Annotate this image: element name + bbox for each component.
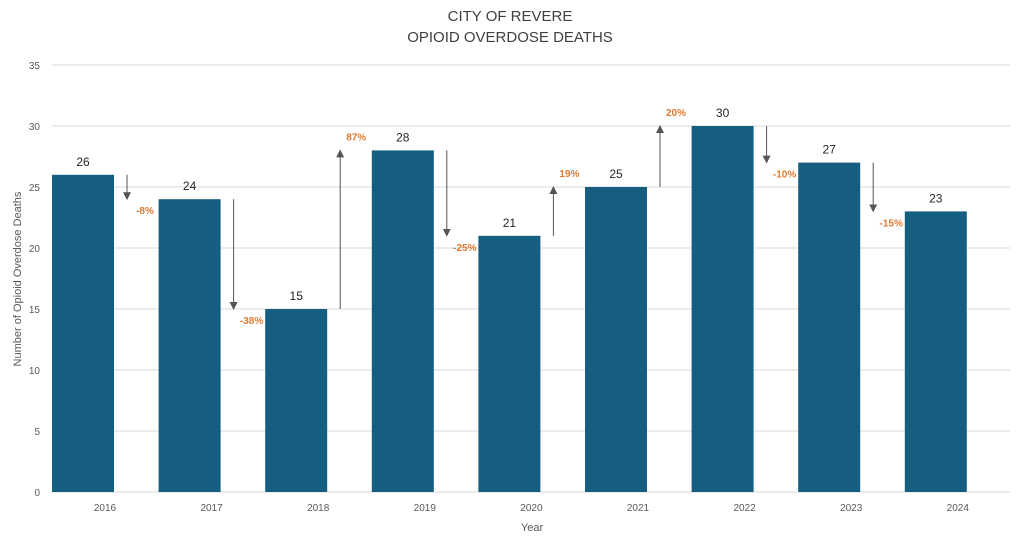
change-label: -8% [136, 206, 154, 217]
change-label: 19% [559, 169, 579, 180]
x-tick-label-2016: 2016 [94, 503, 117, 514]
x-tick-label-2023: 2023 [840, 503, 863, 514]
data-labels: 26 24 15 28 21 25 30 27 23 [76, 106, 942, 303]
y-axis-ticks: 0 5 10 15 20 25 30 35 [29, 61, 41, 499]
x-axis-ticks: 2016 2017 2018 2019 2020 2021 2022 2023 2024 [94, 503, 969, 514]
x-tick-label-2024: 2024 [947, 503, 970, 514]
bar-2021 [585, 187, 647, 492]
change-label: -38% [240, 316, 263, 327]
change-label: -10% [773, 170, 796, 181]
bar-2016 [52, 174, 114, 493]
x-axis-label: Year [521, 522, 544, 534]
data-label-2022: 30 [716, 106, 730, 120]
x-tick-label-2022: 2022 [733, 503, 756, 514]
change-arrows [123, 125, 878, 310]
data-label-2020: 21 [503, 216, 517, 230]
y-tick-label: 25 [29, 183, 41, 194]
chart-title-line1: CITY OF REVERE [448, 8, 573, 25]
change-labels: -8% -38% 87% -25% 19% 20% -10% -15% [136, 108, 903, 327]
data-label-2018: 15 [290, 289, 304, 303]
y-tick-label: 15 [29, 305, 41, 316]
chart-title-line2: OPIOID OVERDOSE DEATHS [407, 29, 613, 46]
x-tick-label-2019: 2019 [414, 503, 437, 514]
x-tick-label-2017: 2017 [200, 503, 223, 514]
bar-2018 [265, 309, 328, 492]
data-label-2023: 27 [823, 143, 837, 157]
bar-2022 [691, 126, 754, 492]
data-label-2024: 23 [929, 191, 943, 205]
y-tick-label: 30 [29, 122, 41, 133]
y-tick-label: 0 [34, 488, 40, 499]
x-tick-label-2021: 2021 [627, 503, 650, 514]
bar-2017 [158, 199, 221, 492]
x-tick-label-2018: 2018 [307, 503, 330, 514]
y-tick-label: 20 [29, 244, 41, 255]
change-label: -25% [453, 243, 476, 254]
y-tick-label: 10 [29, 366, 41, 377]
data-label-2021: 25 [609, 167, 623, 181]
y-tick-label: 35 [29, 61, 41, 72]
bar-2019 [371, 150, 434, 492]
x-tick-label-2020: 2020 [520, 503, 543, 514]
change-label: 87% [346, 132, 366, 143]
data-label-2019: 28 [396, 130, 410, 144]
bar-2024 [904, 211, 967, 492]
bar-2023 [798, 162, 861, 492]
y-axis-label: Number of Opioid Overdose Deaths [12, 191, 24, 366]
change-label: -15% [880, 218, 903, 229]
data-label-2017: 24 [183, 179, 197, 193]
bar-2020 [478, 235, 541, 493]
data-label-2016: 26 [76, 155, 90, 169]
bars [52, 126, 967, 493]
change-label: 20% [666, 108, 686, 119]
y-tick-label: 5 [34, 427, 40, 438]
